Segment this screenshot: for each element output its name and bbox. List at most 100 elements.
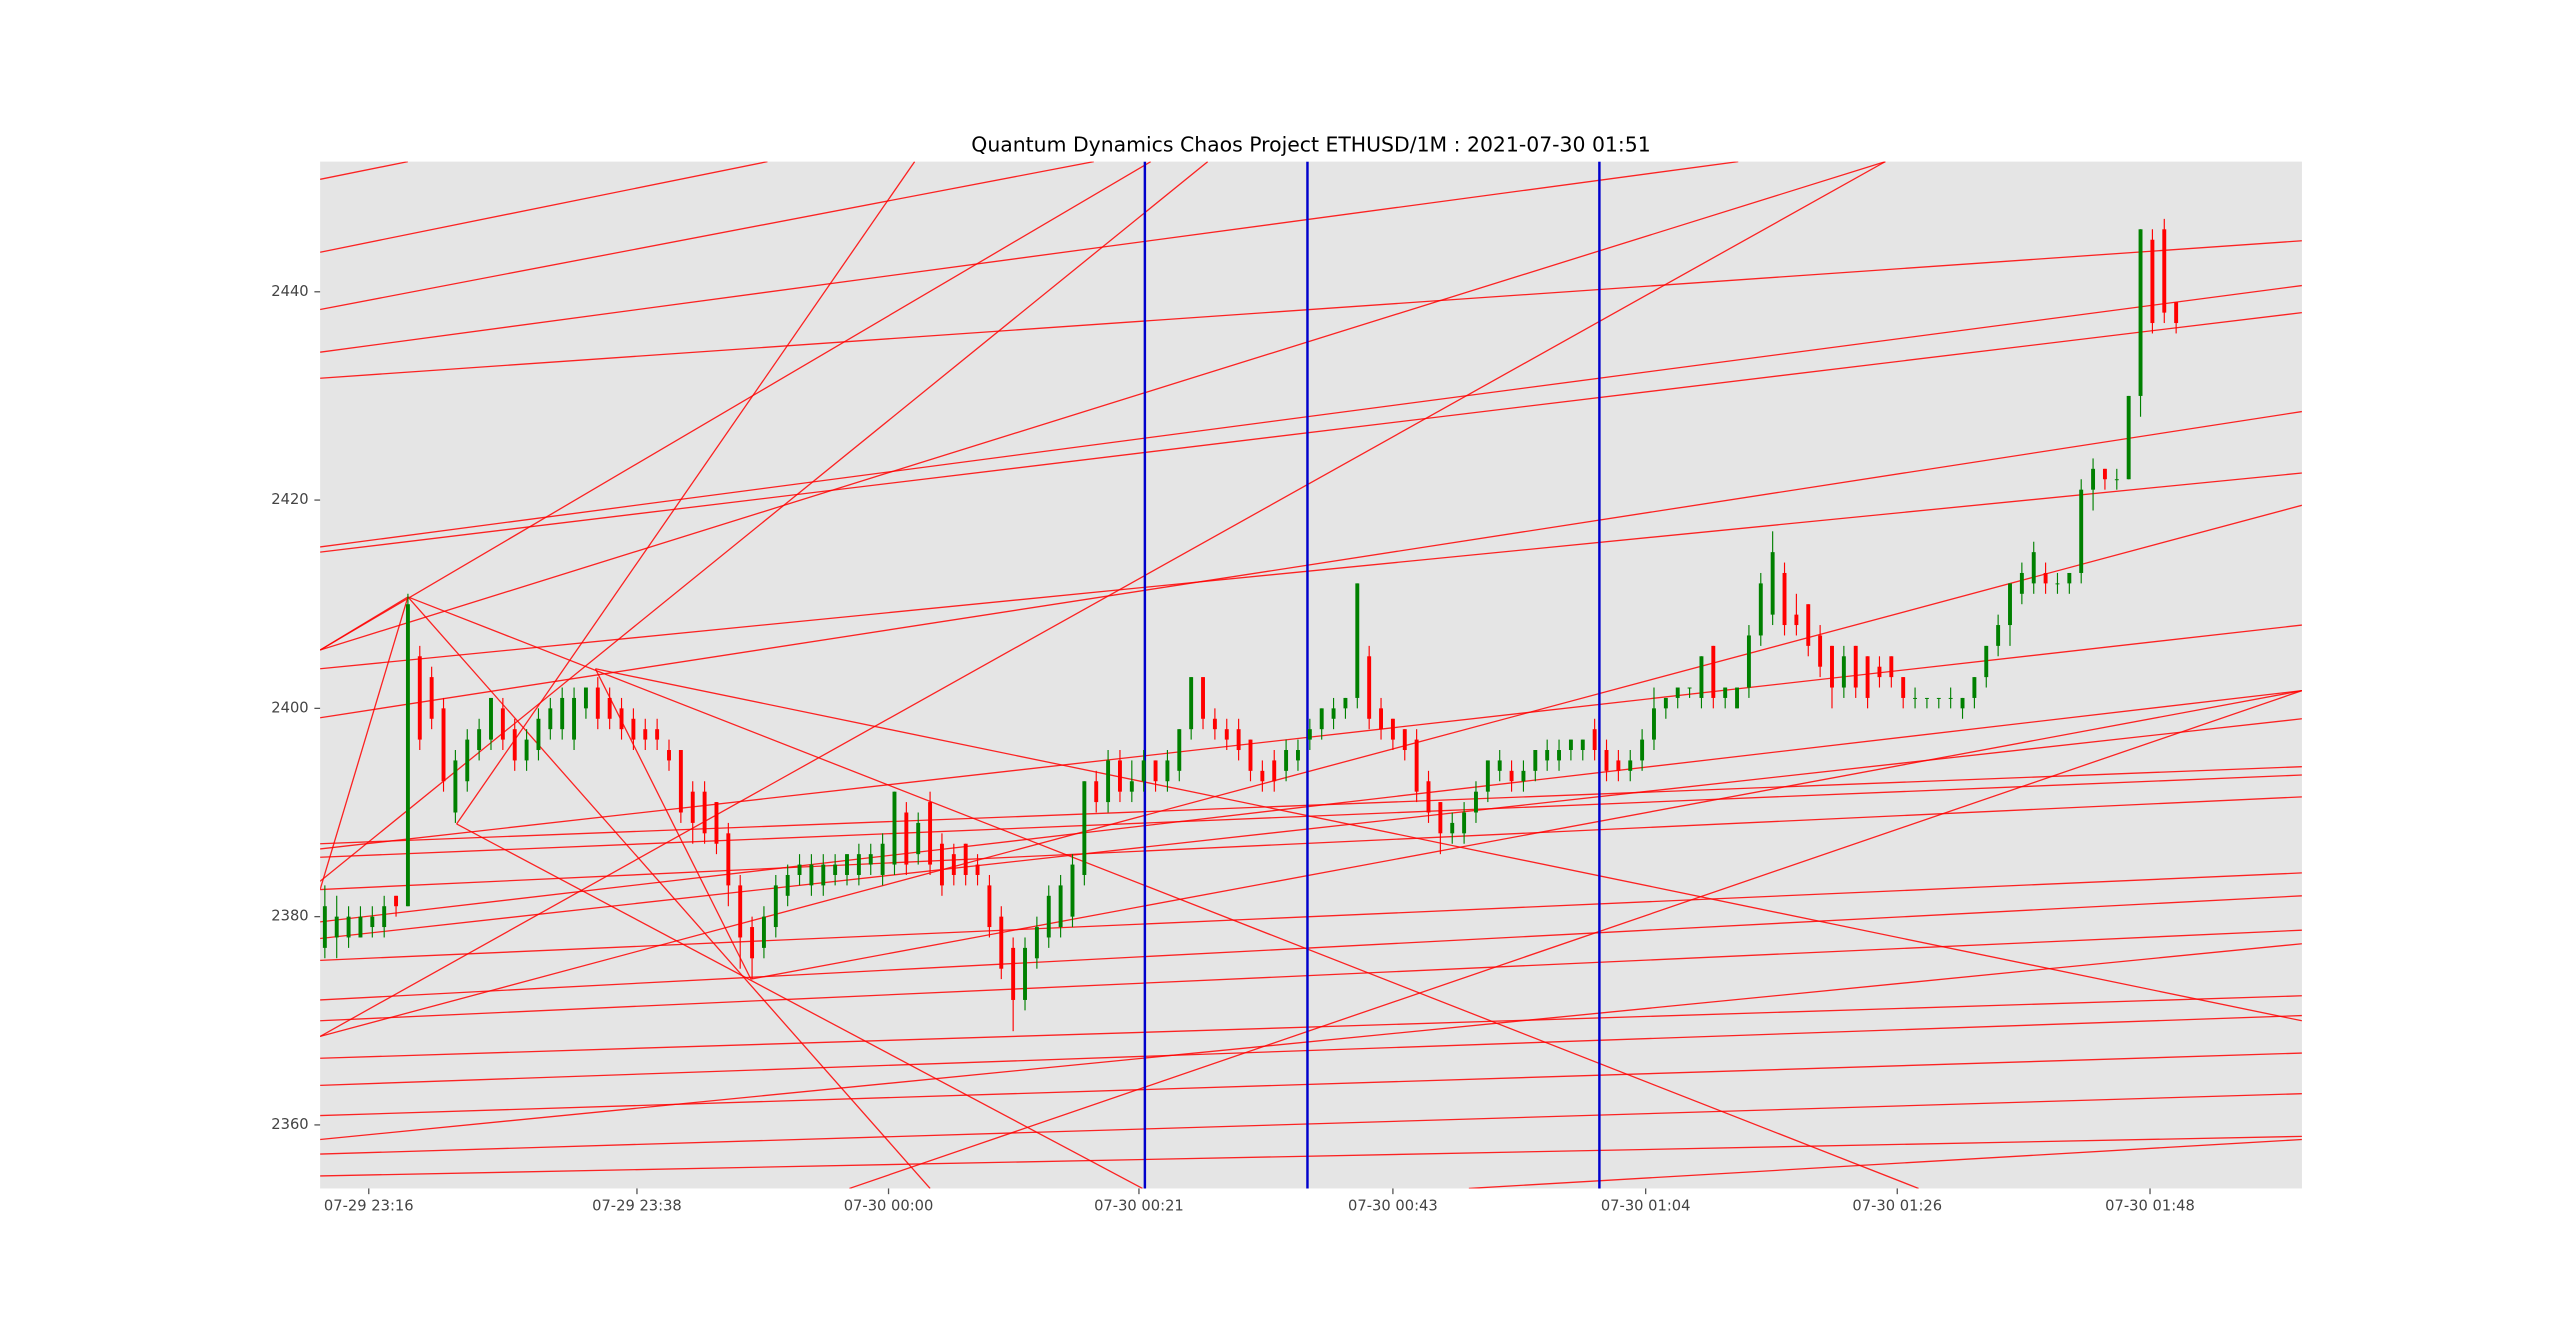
candle-body (821, 864, 826, 886)
candle-body (1663, 697, 1668, 709)
candle-body (916, 822, 921, 855)
candle-body (441, 708, 446, 782)
candle-body (2031, 552, 2036, 584)
candle-body (1462, 812, 1467, 834)
trend-line (320, 796, 2302, 891)
candle-body (1390, 718, 1395, 740)
candle-body (750, 927, 755, 959)
trend-line (456, 161, 916, 825)
x-tick-label: 07-30 00:21 (1094, 1197, 1184, 1214)
trend-line (320, 718, 2302, 940)
candle-body (999, 916, 1004, 969)
trend-line (320, 943, 2302, 1141)
trend-line (320, 690, 2302, 923)
candle-body (1604, 750, 1609, 771)
candle-body (1877, 666, 1882, 678)
candle-body (2008, 583, 2012, 626)
candle-body (1806, 604, 1811, 646)
trend-line (320, 161, 1094, 311)
axes-layer: 2360 2380 2400 2420 2440 07-29 23:16 07-29 23:… (271, 283, 2195, 1215)
candle-body (453, 760, 458, 813)
candle-body (1129, 781, 1134, 792)
candle-body (2102, 468, 2107, 480)
candle-body (524, 739, 529, 761)
trend-line (407, 596, 931, 1189)
candle-body (1023, 947, 1027, 1000)
candle-body (1568, 739, 1573, 751)
x-tick-label: 07-30 00:00 (844, 1197, 934, 1214)
candle-body (489, 697, 493, 740)
candle-body (904, 812, 909, 865)
candle-body (1652, 708, 1656, 740)
plot-area (320, 161, 2302, 1189)
candle-body (1865, 656, 1870, 698)
candle-body (1058, 885, 1063, 928)
plot-layer (320, 161, 2302, 1189)
trend-line (1468, 1138, 2302, 1189)
candle-body (1640, 739, 1645, 761)
candle-body (1046, 895, 1051, 938)
trend-line (320, 929, 2302, 1022)
candle-body (2043, 572, 2048, 584)
candle-body (1770, 552, 1775, 615)
candle-body (1272, 760, 1277, 782)
candle-body (1782, 572, 1787, 626)
candle-body (856, 854, 861, 875)
candle-body (465, 739, 470, 782)
candle-body (2019, 572, 2024, 594)
candle-body (477, 729, 482, 751)
candle-body (1996, 625, 2001, 646)
candle-body (1913, 697, 1918, 699)
x-tick-label: 07-29 23:16 (324, 1197, 414, 1214)
candle-body (1379, 708, 1383, 730)
candle-body (1355, 583, 1360, 698)
trend-line (320, 472, 2302, 670)
trend-line (320, 161, 1739, 353)
candle-body (1450, 822, 1455, 834)
candle-body (1853, 645, 1858, 688)
candle-body (761, 916, 766, 948)
candle-body (1236, 729, 1241, 751)
candle-body (1402, 729, 1407, 751)
candle-body (619, 708, 624, 730)
candle-body (1936, 697, 1941, 699)
candle-body (1557, 750, 1562, 761)
candle-body (2126, 395, 2131, 480)
candle-body (928, 802, 933, 865)
candle-body (1284, 750, 1289, 771)
candle-body (1011, 947, 1016, 1000)
x-tick-label: 07-30 01:48 (2105, 1197, 2195, 1214)
candle-body (738, 885, 743, 938)
candle-body (1521, 770, 1526, 782)
trend-line (456, 823, 1143, 1189)
trend-line (320, 161, 1152, 651)
y-tick-label: 2440 (271, 283, 308, 300)
candle-body (1723, 687, 1728, 698)
candle-body (1509, 770, 1514, 782)
candle-body (2162, 229, 2167, 313)
candle-body (1711, 645, 1716, 698)
candle-body (1735, 687, 1740, 709)
candle-body (690, 791, 695, 823)
candle-body (1960, 697, 1965, 709)
candle-body (868, 854, 873, 865)
candle-body (607, 697, 612, 719)
candle-body (548, 708, 553, 730)
trend-line (320, 596, 409, 651)
candle-body (963, 843, 968, 875)
candle-body (1699, 656, 1704, 698)
candle-body (1034, 927, 1039, 959)
candle-body (2055, 583, 2060, 585)
candle-body (678, 750, 683, 813)
candle-body (2114, 479, 2119, 481)
candle-body (1201, 677, 1205, 719)
candle-body (1106, 760, 1111, 803)
candle-body (1841, 656, 1846, 688)
trend-line (595, 668, 2302, 1022)
candle-body (1628, 760, 1633, 771)
candle-body (1758, 583, 1763, 636)
candle-body (1474, 791, 1478, 813)
candle-body (370, 916, 375, 928)
trend-line (320, 1093, 2302, 1155)
